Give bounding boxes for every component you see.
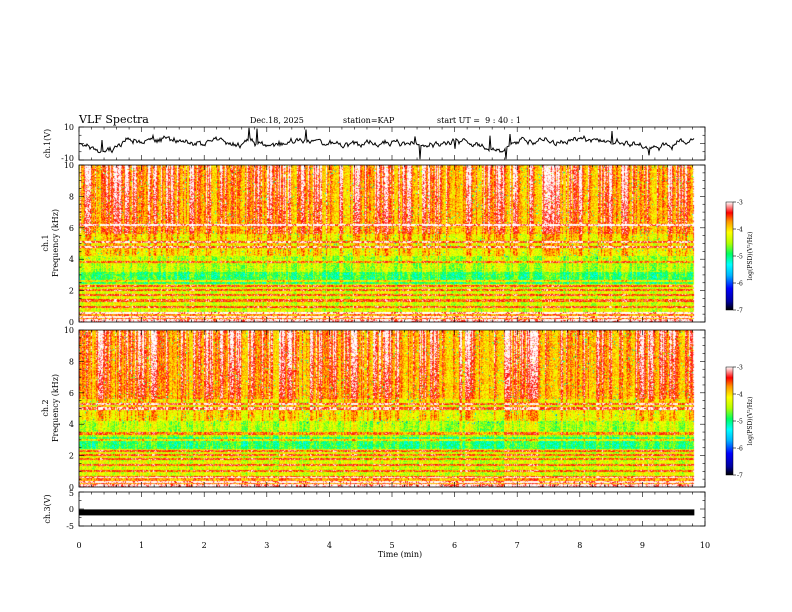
colorbar-tick-label--4: -4: [737, 227, 743, 234]
ch1-spectrogram-ylabel: Frequency (kHz): [51, 209, 60, 277]
ch2-spectrogram-ytick-labels: 0 2 4 6 8 10: [64, 326, 74, 492]
time-tick-label-10: 10: [700, 541, 710, 550]
station-label: station=KAP: [343, 116, 395, 125]
colorbar-tick-label--6: -6: [737, 446, 743, 453]
colorbar-tick-label--7: -7: [737, 473, 743, 480]
ch1-spectrogram-channel-label: ch.1: [41, 234, 50, 251]
colorbar-tick-label--3: -3: [737, 365, 743, 372]
ch3-waveform-trace: [79, 509, 695, 516]
freq-tick-label-2: 2: [69, 452, 74, 461]
freq-tick-label-0: 0: [69, 483, 74, 492]
ch1-spectrogram-ticks: [78, 164, 706, 323]
ch1-spectrogram-ytick-labels: 0 2 4 6 8 10: [64, 161, 74, 327]
ch1-waveform-ticks: [78, 126, 706, 161]
time-tick-label-1: 1: [139, 541, 144, 550]
ch2-colorbar-ramp: [725, 366, 734, 476]
freq-tick-label-8: 8: [69, 357, 74, 366]
freq-tick-label-10: 10: [64, 326, 74, 335]
time-tick-label-7: 7: [515, 541, 520, 550]
colorbar-tick-label--6: -6: [737, 281, 743, 288]
ch3-waveform-ytick-bottom: -5: [66, 522, 74, 531]
ch3-waveform-ytick-mid: 0: [69, 505, 74, 514]
ch1-colorbar-label: log(PSD)(V²/Hz): [747, 232, 754, 281]
time-tick-label-5: 5: [389, 541, 394, 550]
ch1-waveform-ylabel: ch.1(V): [43, 129, 52, 158]
ch2-colorbar-ticks: -3 -4 -5 -6 -7: [733, 365, 743, 480]
ch2-colorbar: -3 -4 -5 -6 -7 log(PSD)(V²/Hz): [725, 365, 754, 480]
ch2-spectrogram-panel: 0 2 4 6 8 10 ch.2 Frequency (kHz): [41, 326, 706, 492]
ch2-colorbar-label: log(PSD)(V²/Hz): [747, 397, 754, 446]
freq-tick-label-6: 6: [69, 389, 74, 398]
freq-tick-label-6: 6: [69, 224, 74, 233]
colorbar-tick-label--5: -5: [737, 254, 743, 261]
ch3-waveform-ylabel: ch.3(V): [43, 494, 52, 523]
ch1-colorbar-ramp: [725, 201, 734, 311]
freq-tick-label-4: 4: [69, 255, 74, 264]
colorbar-tick-label--3: -3: [737, 200, 743, 207]
ch1-waveform-frame: [78, 126, 706, 161]
freq-tick-label-2: 2: [69, 287, 74, 296]
time-axis-tick-labels: 0 1 2 3 4 5 6 7 8 9 10: [76, 541, 710, 550]
colorbar-tick-label--5: -5: [737, 419, 743, 426]
freq-tick-label-4: 4: [69, 420, 74, 429]
time-tick-label-6: 6: [452, 541, 457, 550]
ch1-spectrogram-heatmap: [79, 165, 695, 322]
freq-tick-label-8: 8: [69, 192, 74, 201]
ch1-spectrogram-panel: 0 2 4 6 8 10 ch.1 Frequency (kHz): [41, 161, 706, 327]
start-time-label: start UT = 9 : 40 : 1: [437, 116, 521, 125]
ch1-waveform-ytick-top: 10: [64, 123, 74, 132]
ch1-waveform-ytick-bottom: -10: [61, 154, 74, 163]
ch1-colorbar: -3 -4 -5 -6 -7 log(PSD)(V²/Hz): [725, 200, 754, 315]
ch1-waveform-trace: [78, 127, 695, 160]
ch3-waveform-ytick-top: 5: [69, 489, 74, 498]
freq-tick-label-10: 10: [64, 161, 74, 170]
freq-tick-label-0: 0: [69, 318, 74, 327]
time-tick-label-2: 2: [202, 541, 207, 550]
ch3-waveform-ticks: [78, 491, 706, 527]
ch2-spectrogram-ylabel: Frequency (kHz): [51, 374, 60, 442]
ch2-spectrogram-ticks: [78, 329, 706, 488]
ch3-waveform-frame: [78, 491, 706, 527]
ch2-spectrogram-channel-label: ch.2: [41, 399, 50, 416]
date-label: Dec.18, 2025: [250, 116, 304, 125]
ch1-colorbar-ticks: -3 -4 -5 -6 -7: [733, 200, 743, 315]
ch3-waveform-panel: 5 0 -5 ch.3(V): [43, 489, 706, 531]
time-tick-label-8: 8: [577, 541, 582, 550]
colorbar-tick-label--7: -7: [737, 308, 743, 315]
colorbar-tick-label--4: -4: [737, 392, 743, 399]
figure-title: VLF Spectra: [78, 113, 149, 126]
ch2-spectrogram-heatmap: [79, 330, 695, 487]
time-tick-label-0: 0: [76, 541, 81, 550]
time-tick-label-3: 3: [264, 541, 269, 550]
time-tick-label-9: 9: [640, 541, 645, 550]
time-axis-label: Time (min): [378, 550, 422, 559]
time-tick-label-4: 4: [327, 541, 332, 550]
ch1-waveform-panel: 10 -10 ch.1(V): [43, 123, 706, 163]
